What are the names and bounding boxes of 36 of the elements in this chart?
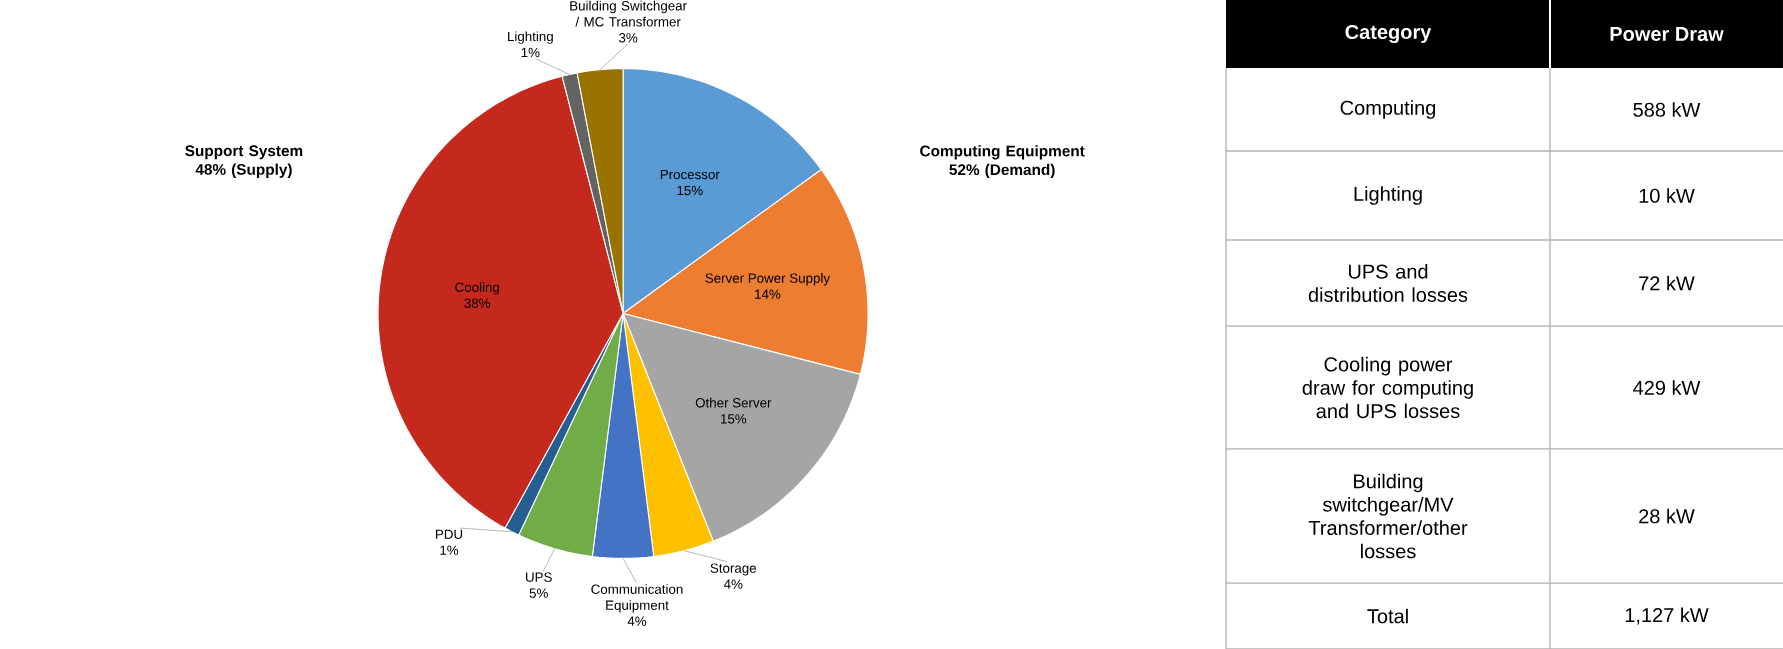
data-label: 3% [619,33,638,43]
slice-label: Cooling [455,282,499,295]
text: 28 kW [1639,508,1695,524]
text: 588 kW [1633,102,1701,117]
text: Computing Equipment 52% (Demand) [920,145,1085,179]
data-label: 14% [755,289,781,299]
slice-label: Server Power Supply [705,273,831,286]
text: 429 kW [1633,380,1701,395]
data-label: 15% [721,414,747,424]
data-label: 4% [723,579,743,589]
slice-label: Processor [660,169,720,180]
data-label: 15% [677,185,703,196]
data-label: 1% [521,47,540,58]
slice-label: Other Server [695,397,772,408]
text: 72 kW [1639,275,1695,291]
text: Power Draw [1610,27,1724,41]
text: 10 kW [1639,188,1695,203]
data-label: 5% [529,588,548,598]
category-label: Cooling power draw for computing and UPS losses [1302,356,1473,419]
category-label: Lighting [1354,186,1422,205]
text: Category [1345,24,1432,44]
slice-label: UPS [526,572,552,582]
slice-label: PDU [436,529,463,539]
category-label: UPS and distribution losses [1308,263,1468,302]
category-label: Total [1367,608,1408,624]
text: Support System 48% (Supply) [185,145,303,178]
slice-label: Building Switchgear / MC Transformer [570,0,687,27]
category-label: Computing [1340,100,1436,119]
data-label: 4% [627,616,647,626]
category-label: Building switchgear/MV Transformer/other losses [1308,473,1468,559]
data-label: 38% [464,298,491,308]
slice-label: Lighting [508,31,553,44]
slice-label: Storage [710,563,757,576]
text: 1,127 kW [1625,607,1709,625]
data-label: 1% [440,545,459,555]
slice-label: Communication Equipment [591,584,683,613]
